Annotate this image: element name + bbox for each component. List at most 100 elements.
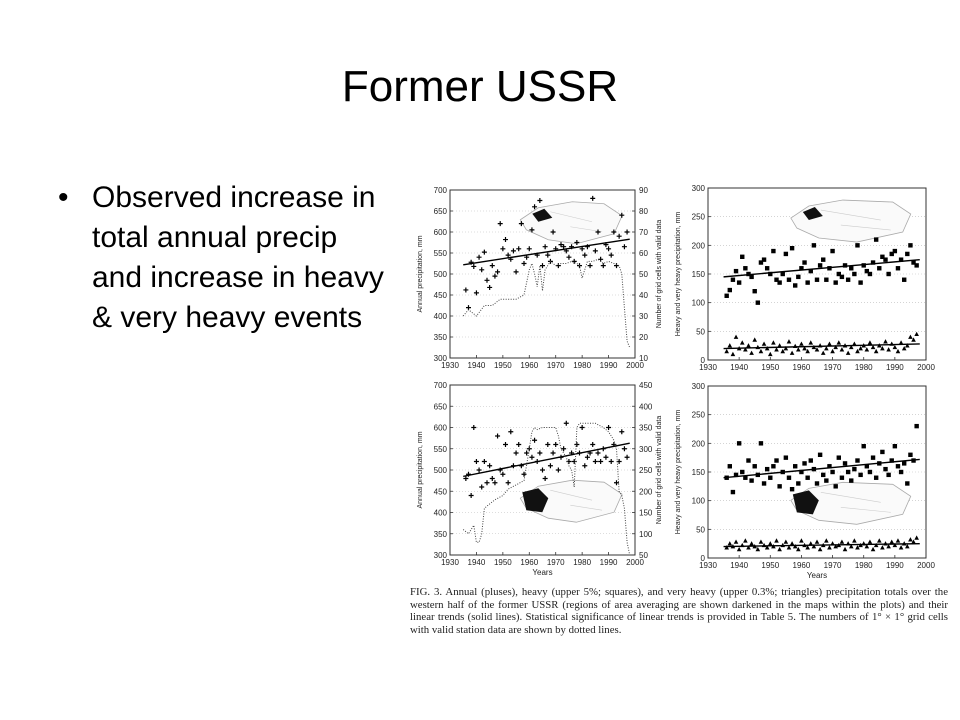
square-point: [898, 469, 904, 475]
triangle-point: [889, 539, 895, 544]
y-tick-label: 250: [692, 213, 706, 222]
plus-point: [476, 467, 482, 473]
triangle-point: [767, 541, 773, 546]
plus-point: [584, 454, 590, 460]
x-tick-label: 2000: [626, 558, 644, 567]
y2-tick-label: 70: [639, 228, 648, 237]
square-point: [870, 260, 876, 265]
trend-line: [463, 238, 630, 266]
triangle-point: [827, 341, 832, 346]
square-point: [789, 246, 795, 251]
triangle-point: [758, 348, 764, 354]
y-tick-label: 450: [434, 487, 448, 496]
triangle-point: [733, 334, 739, 339]
triangle-point: [808, 340, 814, 345]
plus-point: [471, 425, 477, 430]
x-tick-label: 1960: [520, 361, 538, 370]
square-point: [867, 271, 873, 277]
square-point: [886, 472, 891, 478]
x-tick-label: 1950: [761, 561, 779, 570]
bullet-list: • Observed increase in total annual prec…: [58, 178, 388, 338]
y-tick-label: 700: [434, 381, 448, 390]
plus-point: [505, 480, 511, 486]
square-point: [793, 464, 798, 469]
triangle-point: [796, 546, 801, 552]
plus-point: [510, 248, 516, 254]
square-point: [821, 257, 826, 262]
plus-point: [566, 254, 572, 260]
triangle-point: [864, 544, 870, 549]
y-tick-label: 550: [434, 445, 448, 454]
triangle-point: [799, 341, 804, 346]
square-point: [774, 458, 779, 463]
square-point: [895, 266, 901, 271]
plus-point: [540, 467, 545, 473]
x-tick-label: 1980: [573, 361, 591, 370]
triangle-point: [727, 343, 733, 348]
square-point: [727, 287, 732, 293]
triangle-point: [905, 343, 910, 348]
x-tick-label: 1930: [699, 561, 717, 570]
plus-point: [492, 273, 498, 279]
bullet-item: • Observed increase in total annual prec…: [58, 178, 388, 338]
x-tick-label: 1950: [494, 558, 512, 567]
triangle-point: [752, 337, 758, 342]
x-tick-label: 2000: [917, 363, 935, 372]
plus-point: [513, 269, 519, 275]
y2-tick-label: 450: [639, 381, 653, 390]
x-axis-label: Years: [807, 571, 827, 580]
square-point: [786, 277, 792, 282]
square-point: [852, 271, 857, 277]
triangle-point: [811, 544, 817, 549]
x-tick-label: 1960: [793, 561, 811, 570]
plus-point: [500, 246, 506, 252]
triangle-point: [852, 341, 857, 346]
plus-point: [545, 442, 551, 447]
y2-tick-label: 10: [639, 354, 648, 363]
square-point: [749, 274, 754, 280]
plus-point: [473, 290, 479, 296]
plus-point: [468, 493, 474, 498]
plus-point: [561, 446, 567, 452]
triangle-point: [780, 348, 786, 354]
y2-tick-label: 50: [639, 270, 648, 279]
plus-point: [521, 261, 527, 266]
triangle-point: [839, 347, 845, 352]
square-point: [783, 455, 789, 460]
triangle-point: [892, 344, 898, 350]
square-point: [799, 266, 804, 271]
plus-point: [529, 227, 535, 233]
square-point: [771, 464, 776, 469]
square-point: [895, 464, 901, 469]
map-borders: [820, 492, 891, 513]
square-point: [796, 274, 801, 280]
triangle-point: [755, 546, 761, 552]
y-axis-label: Annual precipitation, mm: [417, 431, 424, 508]
plus-point: [542, 244, 548, 250]
plus-point: [529, 454, 535, 460]
plus-point: [497, 221, 503, 227]
square-point: [905, 251, 910, 257]
square-point: [836, 455, 841, 460]
plus-point: [547, 463, 553, 469]
trend-line: [723, 458, 920, 479]
x-tick-label: 1970: [547, 361, 565, 370]
triangle-point: [764, 545, 770, 550]
y-tick-label: 350: [434, 333, 448, 342]
plus-point: [624, 454, 630, 460]
x-tick-label: 1970: [824, 363, 842, 372]
region-darkened-shape: [792, 490, 819, 515]
triangle-point: [876, 538, 882, 543]
square-point: [889, 251, 894, 257]
triangle-point: [733, 539, 739, 544]
square-point: [752, 289, 757, 294]
plus-point: [500, 471, 506, 477]
y-tick-label: 300: [434, 354, 448, 363]
plus-point: [592, 248, 598, 254]
plus-point: [579, 425, 585, 430]
triangle-point: [858, 346, 863, 351]
square-point: [883, 466, 888, 472]
triangle-point: [848, 344, 854, 350]
plus-point: [590, 442, 596, 447]
